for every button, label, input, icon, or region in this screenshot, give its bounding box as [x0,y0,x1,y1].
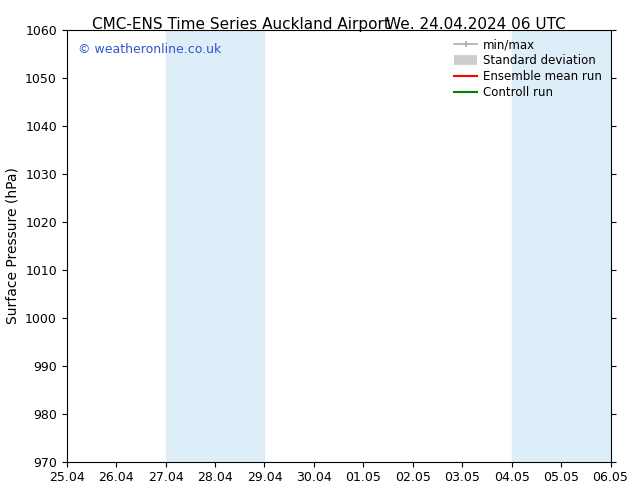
Y-axis label: Surface Pressure (hPa): Surface Pressure (hPa) [6,168,20,324]
Bar [165,30,264,462]
Bar [512,30,611,462]
Text: © weatheronline.co.uk: © weatheronline.co.uk [77,43,221,56]
Legend: min/max, Standard deviation, Ensemble mean run, Controll run: min/max, Standard deviation, Ensemble me… [449,34,607,104]
Text: CMC-ENS Time Series Auckland Airport: CMC-ENS Time Series Auckland Airport [92,17,390,32]
Text: We. 24.04.2024 06 UTC: We. 24.04.2024 06 UTC [385,17,566,32]
